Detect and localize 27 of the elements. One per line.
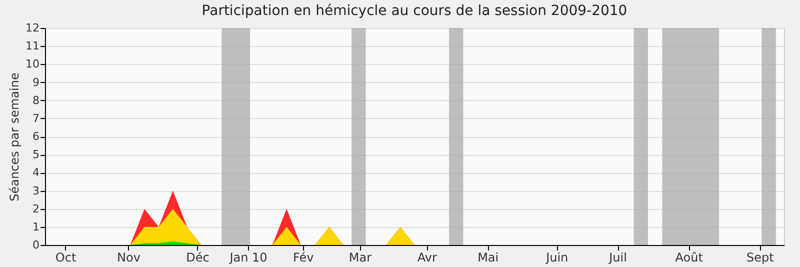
y-tick-label: 12 [26, 22, 40, 34]
x-tick-label: Déc [186, 250, 210, 264]
x-tick-label: Avr [417, 250, 438, 264]
x-tick-label: Oct [55, 250, 76, 264]
y-tick-label: 8 [32, 94, 40, 107]
y-tick-label: 7 [32, 112, 40, 125]
y-tick-label: 10 [26, 58, 40, 71]
y-axis-title: Séances par semaine [8, 72, 22, 202]
y-tick-label: 4 [32, 166, 40, 180]
y-tick-label: 11 [26, 40, 40, 53]
y-tick-label: 6 [32, 130, 40, 143]
x-tick-label: Nov [117, 250, 140, 264]
x-tick-label: Jan 10 [228, 250, 268, 264]
y-tick-label: 9 [32, 76, 40, 89]
x-tick-label: Juin [545, 250, 568, 264]
x-tick-label: Sept [746, 250, 774, 264]
x-tick-label: Fév [292, 250, 314, 264]
y-tick-label: 0 [32, 238, 40, 252]
y-tick-label: 5 [32, 148, 40, 162]
chart-title: Participation en hémicycle au cours de la session 2009-2010 [202, 3, 628, 19]
y-tick-label: 3 [32, 184, 40, 198]
x-tick-label: Juil [608, 250, 627, 264]
x-tick-label: Mai [478, 250, 499, 264]
y-tick-label: 2 [32, 202, 40, 216]
x-tick-label: Mar [348, 250, 372, 264]
y-tick-label: 1 [32, 220, 40, 234]
x-tick-label: Août [675, 250, 704, 264]
